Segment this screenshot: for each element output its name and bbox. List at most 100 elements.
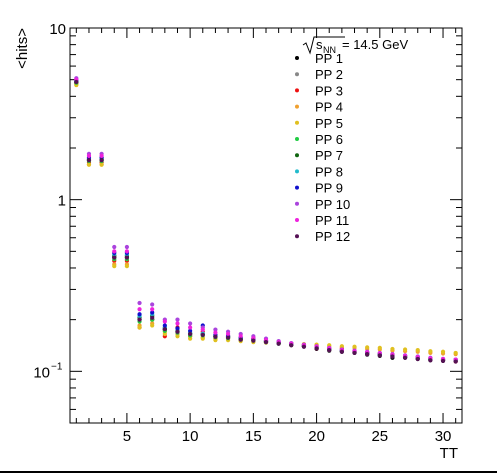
legend-label: PP 5: [315, 116, 343, 131]
data-point: [124, 264, 130, 269]
legend-label: PP 10: [315, 197, 350, 212]
data-point: [74, 79, 79, 85]
data-point: [225, 335, 231, 340]
data-point: [162, 331, 167, 337]
y-tick-label: 10: [33, 364, 50, 381]
legend-marker: [295, 218, 299, 222]
data-point: [137, 317, 142, 322]
data-point: [301, 344, 307, 349]
legend-header-text: = 14.5 GeV: [342, 37, 408, 52]
data-point: [188, 328, 193, 333]
legend-marker: [295, 72, 299, 77]
data-point: [213, 338, 218, 343]
data-point: [238, 337, 243, 342]
legend-marker: [295, 120, 299, 125]
data-point: [175, 329, 180, 334]
data-point: [428, 349, 433, 354]
legend-marker: [295, 88, 299, 93]
data-point: [314, 346, 319, 351]
data-point: [365, 351, 370, 357]
x-tick-label: 25: [371, 428, 388, 445]
legend-label: PP 7: [315, 148, 343, 163]
data-point: [112, 244, 117, 250]
data-point: [213, 334, 218, 339]
plot-frame: [69, 27, 463, 424]
legend-marker: [295, 234, 299, 239]
data-point: [112, 264, 117, 269]
data-point: [213, 330, 218, 335]
legend-marker: [295, 137, 299, 141]
bottom-rule: [0, 471, 497, 473]
data-point: [339, 344, 344, 349]
legend-label: PP 1: [315, 51, 343, 66]
data-point: [263, 339, 269, 345]
data-point: [162, 319, 167, 324]
legend-header: s NN = 14.5 GeV: [302, 36, 408, 55]
data-point: [137, 307, 142, 312]
y-tick-label: 1: [58, 193, 66, 210]
data-point: [150, 307, 155, 312]
legend-label: PP 3: [315, 83, 343, 98]
legend-label: PP 6: [315, 132, 343, 147]
x-tick-label: 30: [435, 428, 452, 445]
legend-entries: PP 1PP 2PP 3PP 4PP 5PP 6PP 7PP 8PP 9PP 1…: [295, 51, 350, 244]
legend-marker: [295, 201, 299, 206]
data-point: [175, 317, 180, 322]
data-point: [137, 312, 142, 317]
data-point: [402, 347, 408, 352]
data-point: [137, 300, 142, 306]
data-point: [213, 327, 218, 332]
data-point: [440, 358, 446, 364]
data-point: [99, 158, 104, 163]
legend-label: PP 8: [315, 164, 343, 179]
data-point: [377, 353, 382, 358]
data-point: [188, 331, 193, 337]
legend-header-symbol: s: [316, 37, 323, 52]
data-point: [99, 153, 104, 158]
data-point: [86, 158, 92, 163]
data-point: [428, 358, 433, 363]
data-point: [112, 255, 117, 260]
data-point: [124, 255, 130, 260]
legend-marker: [295, 153, 299, 158]
data-point: [365, 345, 370, 350]
data-point: [124, 244, 130, 250]
data-point: [188, 325, 193, 330]
data-point: [150, 302, 155, 307]
legend-marker: [295, 185, 299, 190]
data-point: [188, 336, 193, 341]
legend-label: PP 4: [315, 100, 343, 115]
x-tick-label: 20: [308, 428, 325, 445]
data-point: [188, 321, 193, 326]
data-point: [453, 359, 458, 364]
data-point: [377, 345, 382, 350]
x-axis-ticks: 5 10 15 20 25 30: [75, 28, 457, 445]
data-point: [415, 356, 420, 362]
data-point: [352, 344, 357, 349]
data-point: [150, 310, 155, 315]
x-tick-label: 15: [245, 428, 262, 445]
data-point: [390, 346, 395, 352]
legend-label: PP 11: [315, 213, 349, 228]
legend-label: PP 12: [315, 229, 350, 244]
data-point: [162, 323, 167, 328]
data-point: [327, 347, 332, 353]
data-point: [150, 315, 155, 320]
legend: s NN = 14.5 GeV PP 1PP 2PP 3 PP 4PP 5PP 6…: [295, 36, 408, 244]
data-point: [162, 327, 167, 332]
data-point: [86, 153, 92, 158]
data-point: [339, 349, 344, 354]
x-axis-label: TT: [440, 445, 458, 462]
data-point: [453, 350, 458, 356]
legend-marker: [295, 104, 299, 109]
data-point: [200, 327, 205, 332]
data-point: [175, 321, 180, 326]
data-points: [74, 76, 458, 364]
legend-header-subscript: NN: [323, 45, 336, 55]
data-point: [86, 162, 92, 167]
data-point: [238, 334, 243, 339]
data-point: [352, 350, 357, 356]
data-point: [402, 355, 408, 360]
